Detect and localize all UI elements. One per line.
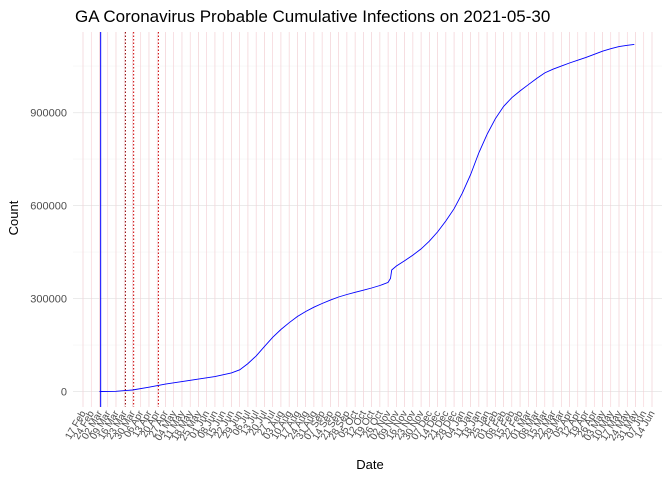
y-axis-title: Count bbox=[6, 200, 21, 235]
y-axis-ticks: 0 300000 600000 900000 bbox=[30, 108, 67, 399]
chart-title: GA Coronavirus Probable Cumulative Infec… bbox=[75, 7, 550, 26]
x-axis-title: Date bbox=[356, 457, 383, 472]
y-tick-label: 600000 bbox=[30, 201, 67, 213]
y-tick-label: 900000 bbox=[30, 108, 67, 120]
cumulative-infections-line bbox=[99, 43, 635, 392]
grid-lines bbox=[73, 32, 662, 407]
y-tick-label: 0 bbox=[61, 387, 67, 399]
series-layer bbox=[99, 43, 635, 392]
reference-lines bbox=[82, 32, 653, 407]
y-tick-label: 300000 bbox=[30, 294, 67, 306]
